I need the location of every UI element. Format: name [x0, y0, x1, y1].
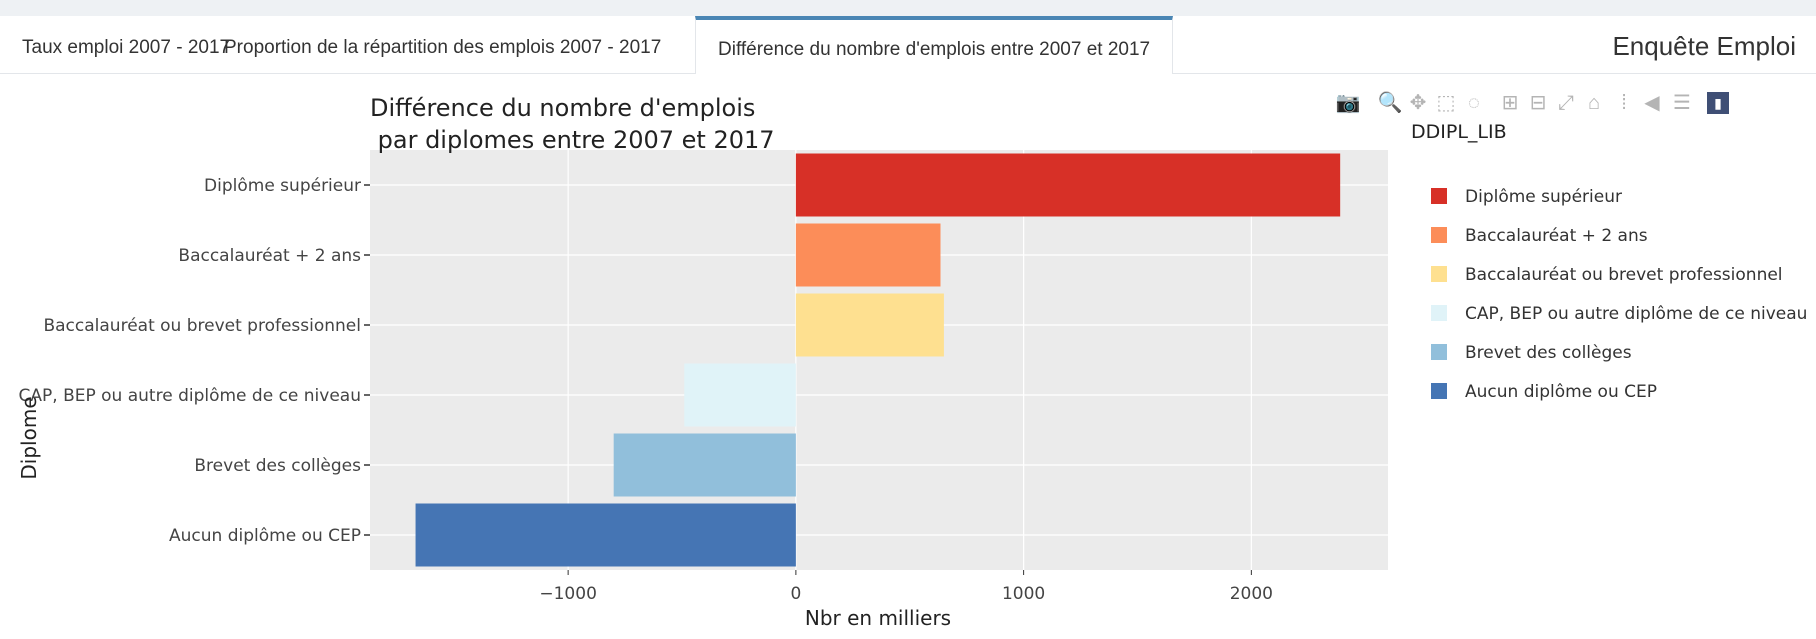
- bars: [415, 153, 1341, 567]
- camera-icon[interactable]: 📷: [1335, 92, 1361, 114]
- legend-item[interactable]: Brevet des collèges: [1431, 343, 1632, 363]
- y-tick-label: Diplôme supérieur: [204, 176, 361, 196]
- zoom-in-icon[interactable]: ⊞: [1501, 92, 1519, 114]
- legend-label: CAP, BEP ou autre diplôme de ce niveau: [1465, 304, 1807, 324]
- y-tick-label: Aucun diplôme ou CEP: [169, 526, 361, 546]
- tab-taux-emploi[interactable]: Taux emploi 2007 - 2017: [22, 37, 231, 58]
- legend-label: Aucun diplôme ou CEP: [1465, 382, 1657, 402]
- legend-label: Brevet des collèges: [1465, 343, 1632, 363]
- tab-bar: Taux emploi 2007 - 2017 Proportion de la…: [0, 16, 1816, 74]
- legend-swatch: [1431, 344, 1447, 360]
- bar-2[interactable]: [795, 223, 941, 287]
- home-icon[interactable]: ⌂: [1587, 92, 1601, 114]
- bar-4[interactable]: [684, 363, 796, 427]
- box-select-icon[interactable]: ⬚: [1436, 92, 1456, 114]
- bar-6[interactable]: [415, 503, 796, 567]
- spike-lines-icon[interactable]: ⁞: [1621, 92, 1627, 114]
- chart-title-line-1: Différence du nombre d'emplois: [370, 94, 755, 122]
- plotly-logo-icon[interactable]: ▮: [1707, 92, 1729, 114]
- legend-title: DDIPL_LIB: [1411, 121, 1507, 143]
- legend-item[interactable]: Baccalauréat ou brevet professionnel: [1431, 265, 1783, 285]
- legend-item[interactable]: CAP, BEP ou autre diplôme de ce niveau: [1431, 304, 1807, 324]
- hover-closest-icon[interactable]: ◀: [1644, 92, 1660, 114]
- bar-1[interactable]: [795, 153, 1341, 217]
- lasso-icon[interactable]: ◌: [1468, 92, 1480, 114]
- legend-swatch: [1431, 188, 1447, 204]
- legend: Diplôme supérieur Baccalauréat + 2 ans Bac…: [1431, 187, 1807, 402]
- x-axis-label: Nbr en milliers: [805, 606, 951, 630]
- y-tick-label: CAP, BEP ou autre diplôme de ce niveau: [19, 386, 361, 406]
- chart-title-line-2: par diplomes entre 2007 et 2017: [370, 126, 775, 154]
- x-tick-label: 2000: [1230, 584, 1273, 604]
- y-tick-label: Baccalauréat ou brevet professionnel: [43, 316, 361, 336]
- y-tick-label: Brevet des collèges: [194, 456, 361, 476]
- bar-5[interactable]: [613, 433, 796, 497]
- hover-compare-icon[interactable]: ☰: [1673, 92, 1691, 114]
- plot-background[interactable]: [370, 150, 1388, 570]
- pan-icon[interactable]: ✥: [1409, 92, 1427, 114]
- axes: −1000 0 1000 2000 Diplôme supérieur Baccalaur…: [19, 176, 1273, 604]
- bar-3[interactable]: [795, 293, 944, 357]
- y-tick-label: Baccalauréat + 2 ans: [178, 246, 361, 266]
- x-tick-label: 0: [790, 584, 801, 604]
- app-title: Enquête Emploi: [1612, 31, 1796, 61]
- y-axis-label: Diplome: [17, 396, 41, 479]
- legend-swatch: [1431, 383, 1447, 399]
- tab-difference-emplois[interactable]: Différence du nombre d'emplois entre 200…: [695, 16, 1174, 74]
- legend-swatch: [1431, 227, 1447, 243]
- legend-item[interactable]: Baccalauréat + 2 ans: [1431, 226, 1648, 246]
- legend-item[interactable]: Aucun diplôme ou CEP: [1431, 382, 1657, 402]
- tab-proportion-repartition[interactable]: Proportion de la répartition des emplois…: [224, 37, 662, 58]
- top-strip: [0, 0, 1816, 16]
- zoom-icon[interactable]: 🔍: [1377, 92, 1403, 114]
- legend-swatch: [1431, 305, 1447, 321]
- legend-swatch: [1431, 266, 1447, 282]
- autoscale-icon[interactable]: ⤢: [1558, 92, 1574, 114]
- bar-chart: −1000 0 1000 2000 Diplôme supérieur Baccalaur…: [17, 94, 1807, 630]
- legend-item[interactable]: Diplôme supérieur: [1431, 187, 1622, 207]
- legend-label: Baccalauréat + 2 ans: [1465, 226, 1648, 246]
- x-tick-label: −1000: [539, 584, 597, 604]
- plot-area[interactable]: [370, 150, 1388, 570]
- legend-label: Diplôme supérieur: [1465, 187, 1622, 207]
- zoom-out-icon[interactable]: ⊟: [1529, 92, 1547, 114]
- legend-label: Baccalauréat ou brevet professionnel: [1465, 265, 1783, 285]
- x-tick-label: 1000: [1002, 584, 1045, 604]
